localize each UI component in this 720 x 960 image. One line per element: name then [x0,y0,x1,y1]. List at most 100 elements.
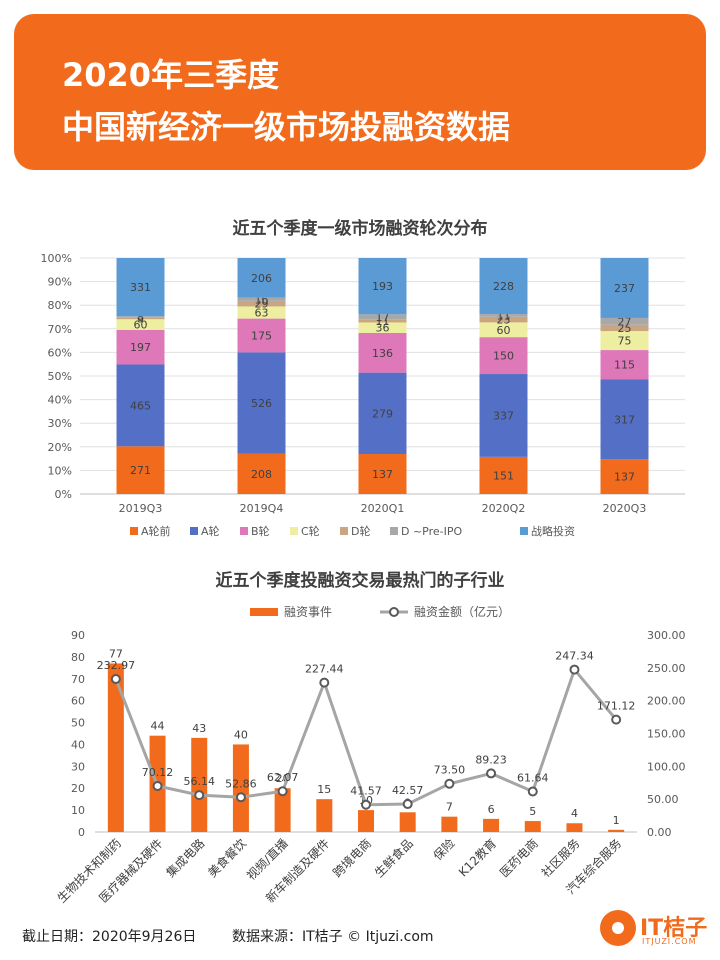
chart1-bar-segment [116,317,165,320]
chart2-line-label: 227.44 [305,663,344,676]
chart2-left-tick: 90 [71,629,85,642]
chart2-line-label: 171.12 [597,700,636,713]
chart2-x-tick: 跨境电商 [330,836,375,881]
chart2-line-label: 73.50 [434,764,466,777]
chart1-bar-segment [600,459,649,494]
chart1-bar-segment [116,446,165,494]
chart2-line-point [319,677,330,688]
chart1-bar-segment [358,258,407,315]
chart2-line-point [444,778,455,789]
chart2-legend-marker [389,607,399,617]
chart2-x-tick: 生鲜食品 [371,836,416,881]
chart2-bar [399,812,416,832]
logo-name: IT桔子 [640,916,708,941]
chart1-legend-label: D轮 [351,524,370,538]
chart2-left-tick: 20 [71,782,85,795]
chart1-legend-label: 战略投资 [531,524,575,538]
chart1-data-label: 137 [372,468,393,481]
header-title-line2: 中国新经济一级市场投融资数据 [62,108,511,146]
chart2-left-tick: 30 [71,760,85,773]
chart1-data-label: 63 [255,307,269,320]
chart1-legend-label: A轮前 [141,524,171,538]
chart1-data-label: 465 [130,399,151,412]
chart1-data-label: 279 [372,407,393,420]
chart2-bar [566,823,583,832]
chart1-bar-segment [237,258,286,298]
chart1-data-label: 29 [255,298,269,311]
chart1-y-tick: 20% [48,441,72,454]
logo-url: ITJUZI.COM [642,937,697,946]
chart1-data-label: 526 [251,397,272,410]
chart1-bar-segment [237,352,286,454]
orange-logo-icon [600,910,636,946]
chart1-y-tick: 80% [48,299,72,312]
chart1-bar-segment [479,316,528,323]
header-title-line1: 2020年三季度 [62,56,280,94]
chart2-bar-label: 43 [192,722,206,735]
chart2-line-point [277,786,288,797]
chart2-line-point [361,799,371,810]
chart2-bar [358,810,374,832]
chart2-line-point [569,664,580,675]
chart2-bar [232,744,249,832]
chart1-bar-segment [358,372,407,455]
chart1-bar-segment [358,332,407,373]
chart1-bar-segment [116,258,165,317]
chart1-data-label: 197 [130,341,151,354]
chart2-bar-label: 40 [234,728,248,741]
chart1-bar-segment [600,350,649,380]
chart1-bar-segment [479,322,528,338]
chart1-legend-label: A轮 [201,524,220,538]
chart2-legend-label-line: 融资金额（亿元） [414,604,510,619]
chart2-line-point [486,768,497,779]
chart2-line-label: 62.07 [267,771,299,784]
chart1-data-label: 137 [614,471,635,484]
chart1-bar-segment [600,317,649,325]
chart2-line-point [527,786,538,797]
chart1-bar-segment [237,300,286,307]
chart1-bar-segment [479,258,528,315]
chart1-y-tick: 40% [48,394,72,407]
chart1-x-tick: 2019Q3 [119,502,163,515]
chart2-x-tick: K12教育 [455,836,499,880]
chart2-bar-label: 15 [317,783,331,796]
chart2-bar-label: 6 [488,803,495,816]
chart2-bar [441,816,458,832]
chart2-bar-label: 77 [109,647,123,660]
chart1-bar-segment [600,324,649,332]
chart1-data-label: 25 [618,322,632,335]
chart1-data-label: 36 [376,322,390,335]
chart1-bar-segment [479,456,528,494]
chart2-line-label: 70.12 [142,766,174,779]
chart1-legend-swatch [130,527,138,535]
chart2-right-tick: 300.00 [647,629,686,642]
chart2-left-tick: 10 [71,804,85,817]
chart1-data-label: 337 [493,409,514,422]
chart1-data-label: 206 [251,272,272,285]
chart2-line-label: 42.57 [392,784,424,797]
chart1-legend-swatch [290,527,298,535]
chart1-bar-segment [358,454,407,494]
chart1-bar-segment [237,306,286,319]
chart1-x-tick: 2019Q4 [240,502,284,515]
chart1-legend-swatch [520,527,528,535]
chart1-stacked-bar: 0% 10% 20% 30% 40% 50% 60% 70% 80% 90% 100% 271 465 1… [41,252,685,538]
chart2-line-point [194,790,205,801]
chart2-line-label: 61.64 [517,772,549,785]
chart1-data-label: 175 [251,329,272,342]
chart1-y-tick: 10% [48,464,72,477]
chart1-data-label: 150 [493,350,514,363]
footer-source: 数据来源：IT桔子 © Itjuzi.com [232,929,434,945]
chart1-data-label: 151 [493,469,514,482]
chart1-y-tick: 50% [48,370,72,383]
chart2-line-label: 232.97 [97,659,136,672]
chart1-bar-segment [358,319,407,323]
chart1-legend-label: D ~Pre-IPO [401,525,463,538]
chart1-data-label: 60 [497,324,511,337]
chart1-data-label: 237 [614,282,635,295]
chart2-line-label: 89.23 [475,753,507,766]
chart1-bar-segment [116,364,165,447]
chart1-x-tick: 2020Q2 [482,502,526,515]
chart1-data-label: 208 [251,468,272,481]
chart1-data-label: 331 [130,281,151,294]
